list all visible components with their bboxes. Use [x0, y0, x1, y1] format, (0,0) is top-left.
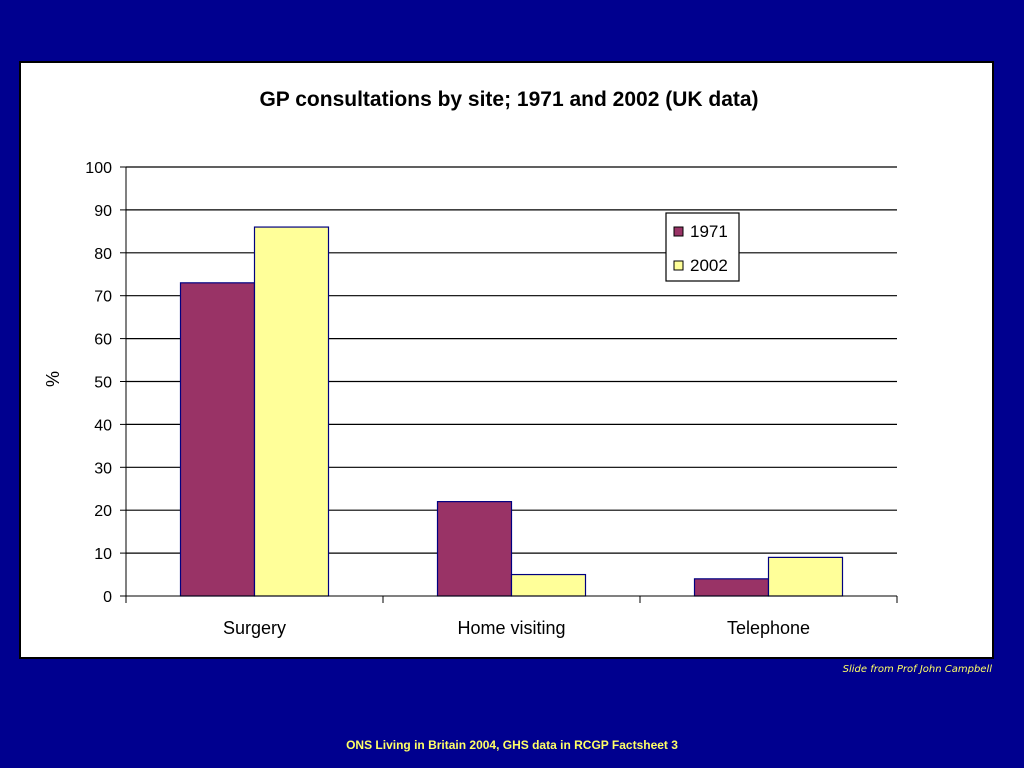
legend-box: [665, 212, 740, 282]
legend: 1971 2002: [665, 212, 740, 282]
bar-1971-telephone: [693, 578, 770, 597]
chart-panel: GP consultations by site; 1971 and 2002 …: [19, 61, 994, 659]
bar-2002-surgery: [253, 226, 330, 597]
bar-2002-telephone: [767, 556, 844, 597]
y-tick-label: 90: [94, 203, 112, 220]
x-tick-labels: Surgery Home visiting Telephone: [223, 618, 810, 638]
y-tick-label: 50: [94, 375, 112, 392]
axes: [120, 166, 898, 603]
y-tick-label: 0: [103, 589, 112, 606]
y-tick-label: 80: [94, 246, 112, 263]
y-tick-label: 10: [94, 546, 112, 563]
y-tick-label: 20: [94, 503, 112, 520]
slide-credit: Slide from Prof John Campbell: [842, 664, 992, 675]
y-tick-label: 100: [85, 160, 112, 177]
bar-1971-home-visiting: [436, 501, 513, 597]
x-tick-label: Telephone: [727, 618, 810, 638]
bars: [179, 226, 844, 597]
bar-2002-home-visiting: [510, 573, 587, 597]
y-tick-label: 70: [94, 289, 112, 306]
legend-label-2002: 2002: [690, 256, 728, 275]
y-tick-labels: 0 10 20 30 40 50 60 70 80 90 100: [85, 160, 112, 606]
source-citation: ONS Living in Britain 2004, GHS data in …: [346, 738, 678, 752]
chart-title: GP consultations by site; 1971 and 2002 …: [259, 88, 758, 111]
x-tick-label: Home visiting: [457, 618, 565, 638]
y-axis-label: %: [43, 371, 63, 387]
legend-swatch-2002: [673, 260, 684, 271]
y-tick-label: 60: [94, 332, 112, 349]
bar-chart: GP consultations by site; 1971 and 2002 …: [43, 88, 898, 638]
legend-swatch-1971: [673, 226, 684, 237]
x-tick-label: Surgery: [223, 618, 286, 638]
legend-label-1971: 1971: [690, 222, 728, 241]
y-tick-label: 40: [94, 417, 112, 434]
bar-1971-surgery: [179, 282, 256, 597]
y-tick-label: 30: [94, 460, 112, 477]
